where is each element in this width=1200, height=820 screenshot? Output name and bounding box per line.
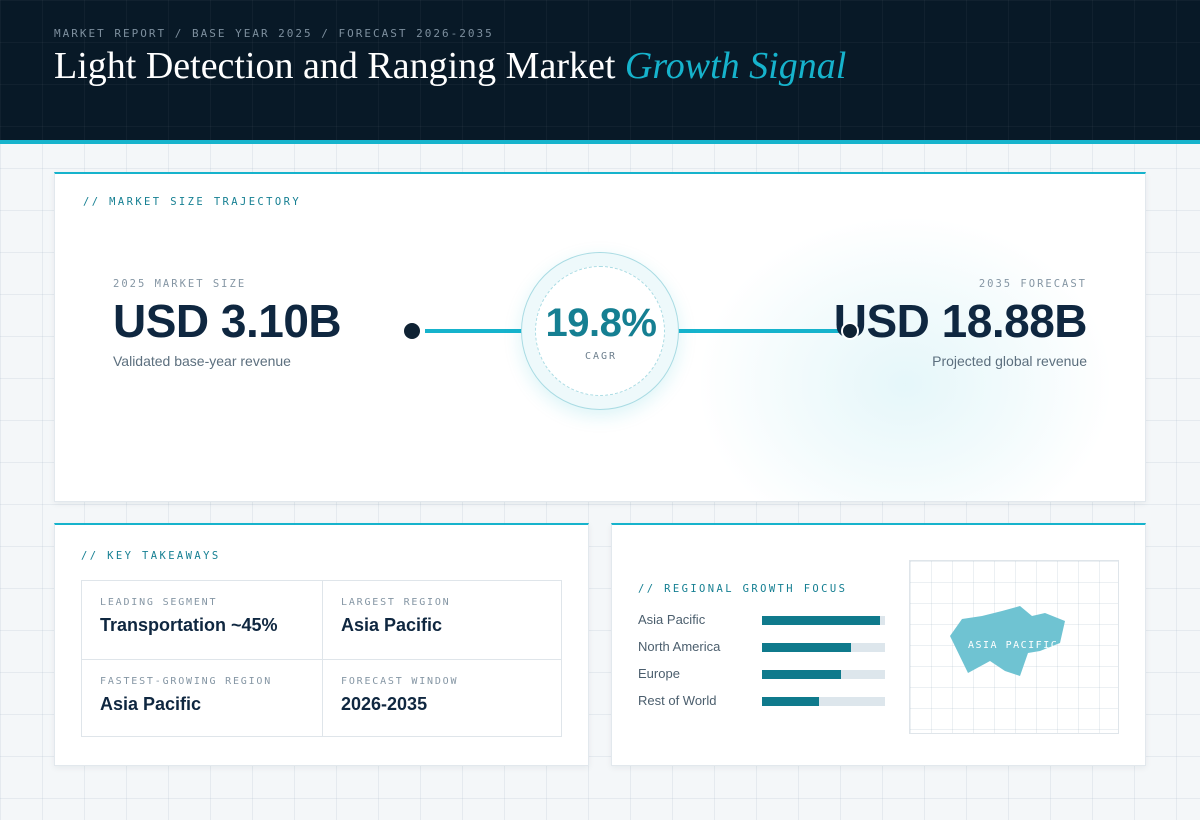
region-row-rest-of-world: Rest of World — [638, 691, 888, 711]
takeaway-label: FORECAST WINDOW — [341, 676, 459, 687]
cagr-value: 19.8% — [545, 301, 657, 345]
regional-section-label: // REGIONAL GROWTH FOCUS — [638, 583, 848, 595]
region-bar-track — [762, 670, 885, 679]
takeaway-value: Asia Pacific — [341, 615, 443, 635]
region-bar-track — [762, 616, 885, 625]
map-region-label: ASIA PACIFIC — [968, 640, 1059, 651]
takeaways-grid: LEADING SEGMENT Transportation ~45% LARG… — [81, 580, 562, 737]
takeaway-label: LARGEST REGION — [341, 597, 451, 608]
region-name: North America — [638, 639, 721, 654]
asia-pacific-map-shape — [950, 606, 1065, 676]
cagr-label: CAGR — [584, 351, 618, 362]
page-title-accent: Growth Signal — [624, 45, 847, 87]
regional-growth-focus-card: // REGIONAL GROWTH FOCUS Asia Pacific No… — [611, 523, 1146, 766]
takeaway-value: Transportation ~45% — [100, 615, 278, 635]
region-row-europe: Europe — [638, 664, 888, 684]
cagr-badge: 19.8% CAGR — [521, 252, 679, 410]
region-row-north-america: North America — [638, 637, 888, 657]
cagr-badge-inner: 19.8% CAGR — [535, 266, 665, 396]
region-bar-fill — [762, 697, 819, 706]
region-bar-track — [762, 643, 885, 652]
takeaway-forecast-window: FORECAST WINDOW 2026-2035 — [322, 659, 562, 737]
takeaways-section-label: // KEY TAKEAWAYS — [81, 550, 221, 562]
breadcrumb: MARKET REPORT / BASE YEAR 2025 / FORECAS… — [54, 27, 494, 40]
region-map: ASIA PACIFIC — [909, 560, 1119, 734]
takeaway-fastest-growing-region: FASTEST-GROWING REGION Asia Pacific — [82, 659, 322, 737]
start-size-caption: Validated base-year revenue — [113, 353, 291, 369]
takeaway-label: FASTEST-GROWING REGION — [100, 676, 273, 687]
background-glow — [695, 214, 1115, 501]
forecast-size-value: USD 18.88B — [833, 295, 1088, 347]
start-size-label: 2025 MARKET SIZE — [113, 278, 247, 290]
region-name: Rest of World — [638, 693, 717, 708]
takeaway-largest-region: LARGEST REGION Asia Pacific — [322, 581, 562, 659]
trajectory-end-dot — [841, 322, 859, 340]
trajectory-start-dot — [404, 323, 420, 339]
region-bar-fill — [762, 643, 851, 652]
takeaway-leading-segment: LEADING SEGMENT Transportation ~45% — [82, 581, 322, 659]
forecast-size-caption: Projected global revenue — [932, 353, 1087, 369]
region-bar-track — [762, 697, 885, 706]
page-title-main: Light Detection and Ranging Market — [54, 45, 616, 87]
page-header: MARKET REPORT / BASE YEAR 2025 / FORECAS… — [0, 0, 1200, 140]
takeaway-value: 2026-2035 — [341, 694, 428, 714]
start-size-value: USD 3.10B — [113, 295, 342, 347]
region-bar-fill — [762, 670, 841, 679]
region-name: Europe — [638, 666, 680, 681]
header-accent-stripe — [0, 140, 1200, 144]
trajectory-section-label: // MARKET SIZE TRAJECTORY — [83, 196, 302, 208]
market-size-trajectory-card: // MARKET SIZE TRAJECTORY 2025 MARKET SI… — [54, 172, 1146, 502]
key-takeaways-card: // KEY TAKEAWAYS LEADING SEGMENT Transpo… — [54, 523, 589, 766]
region-bar-fill — [762, 616, 881, 625]
forecast-size-label: 2035 FORECAST — [978, 278, 1087, 290]
region-row-asia-pacific: Asia Pacific — [638, 610, 888, 630]
region-name: Asia Pacific — [638, 612, 706, 627]
page-title: Light Detection and Ranging Market Growt… — [54, 44, 846, 88]
takeaway-value: Asia Pacific — [100, 694, 202, 714]
takeaway-label: LEADING SEGMENT — [100, 597, 218, 608]
